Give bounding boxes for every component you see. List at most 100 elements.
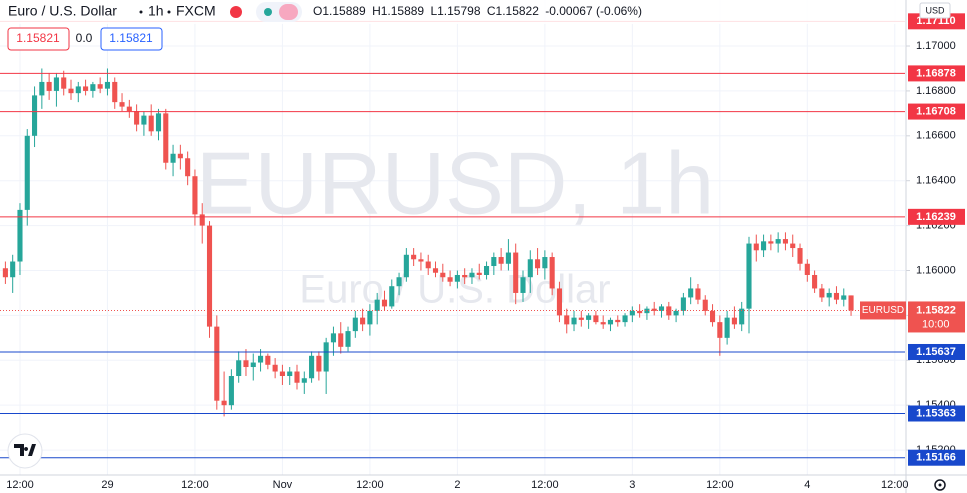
candle-body [323, 342, 329, 372]
candle-body [841, 295, 847, 300]
x-tick-label: 3 [629, 479, 635, 491]
candle-body [469, 272, 475, 278]
separator [139, 10, 143, 14]
toggle-dot [264, 8, 272, 16]
symbol-badge [860, 301, 906, 320]
candle-body [61, 77, 67, 89]
logo-bg[interactable] [7, 433, 43, 469]
candle-body [782, 239, 788, 244]
candle-body [476, 272, 482, 275]
settings[interactable] [934, 479, 946, 491]
candle-body [90, 84, 96, 91]
sell-price: 1.15821 [16, 31, 60, 45]
logo [14, 444, 36, 456]
currency-button[interactable] [919, 2, 951, 19]
candle-body [513, 252, 519, 293]
level-label: 1.16878 [916, 67, 956, 79]
candle-body [586, 315, 592, 320]
candle-body [542, 257, 548, 269]
candle-body [148, 115, 154, 132]
candle-body [622, 315, 628, 323]
level-badge [908, 405, 965, 422]
sell-button[interactable] [7, 27, 70, 51]
candle-body [228, 376, 234, 406]
candle-body [214, 326, 220, 401]
candle-body [498, 257, 504, 264]
candle-body [702, 299, 708, 311]
candle-body [739, 308, 745, 325]
currency: USD [925, 5, 945, 15]
candle-body [206, 225, 213, 327]
candle-body [607, 319, 614, 325]
candle-body [403, 254, 409, 278]
level-label: 1.15166 [916, 452, 956, 464]
level-label: 1.16708 [916, 105, 956, 117]
candle-body [432, 268, 439, 273]
candle-body [104, 81, 111, 89]
close: C1.15822 [487, 4, 539, 18]
candle-body [717, 322, 723, 338]
candle-body [651, 308, 657, 311]
x-tick-label: 12:00 [356, 479, 384, 491]
candle-body [556, 288, 562, 316]
level-label: 1.16239 [916, 211, 956, 223]
candle-body [731, 317, 737, 325]
candle-body [155, 113, 162, 132]
candle-body [527, 259, 533, 278]
level-label: 1.15637 [916, 346, 956, 358]
candle-body [826, 292, 832, 298]
candle-body [483, 266, 490, 275]
candle-body [615, 319, 621, 323]
x-tick-label: 4 [804, 479, 810, 491]
y-tick-label: 1.17000 [916, 40, 956, 52]
symbol[interactable]: Euro / U.S. Dollar [8, 3, 117, 19]
candle-body [440, 272, 446, 278]
candle-body [2, 268, 8, 278]
buy-price: 1.15821 [109, 31, 153, 45]
level-badge [908, 65, 965, 82]
candle-body [571, 317, 577, 325]
candle-body [39, 81, 45, 96]
open: O1.15889 [313, 4, 366, 18]
y-tick-label: 1.16600 [916, 130, 956, 142]
candle-body [812, 274, 818, 289]
candle-body [83, 86, 89, 91]
candle-body [24, 135, 30, 210]
header-bg [0, 0, 905, 24]
candle-body [316, 355, 322, 372]
candle-body [797, 248, 803, 264]
candle-body [192, 176, 198, 215]
spread: 0.0 [76, 31, 93, 45]
candle-body [345, 331, 351, 347]
x-tick-label: 12:00 [706, 479, 734, 491]
x-tick-label: 12:00 [531, 479, 559, 491]
candle-body [833, 292, 840, 300]
buy-button[interactable] [100, 27, 163, 51]
candle-body [199, 214, 205, 226]
candle-body [134, 111, 140, 125]
candle-body [673, 310, 679, 316]
candle-body [746, 243, 752, 309]
candle-body [338, 333, 344, 347]
candle-body [790, 243, 796, 249]
candle-body [112, 81, 118, 103]
candle-body [768, 241, 774, 244]
candle-body [170, 153, 176, 163]
interval[interactable]: 1h [148, 3, 164, 19]
candle-body [644, 308, 650, 314]
level-label: 1.15363 [916, 407, 956, 419]
symbol-label: EURUSD [862, 305, 904, 316]
candle-body [680, 297, 686, 311]
x-tick-label: 12:00 [181, 479, 209, 491]
candle-body [761, 241, 767, 251]
candle-body [236, 360, 242, 377]
candle-body [724, 317, 730, 338]
candle-body [462, 274, 468, 278]
level-badge [908, 449, 965, 466]
candle-body [775, 239, 781, 244]
candle-body [177, 153, 183, 159]
market-status[interactable] [230, 6, 242, 18]
candle-body [505, 252, 511, 264]
candle-body [250, 362, 256, 368]
candle-body [593, 315, 599, 323]
